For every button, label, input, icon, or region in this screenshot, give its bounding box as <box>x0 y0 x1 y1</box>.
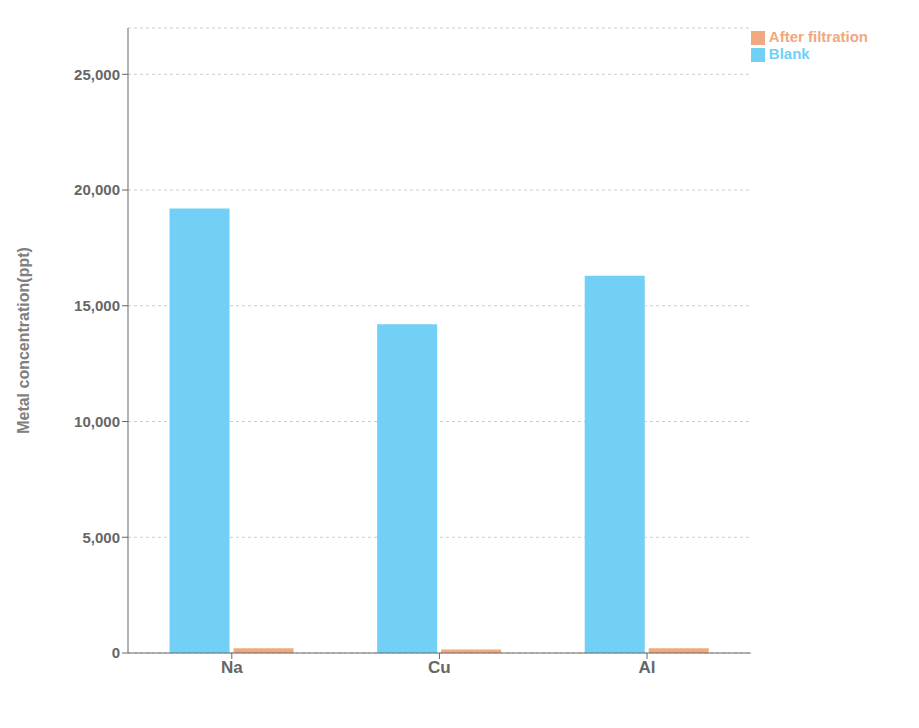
svg-text:Al: Al <box>639 658 656 677</box>
html-text:After filtration: After filtration <box>768 28 868 45</box>
svg-text:5,000: 5,000 <box>82 529 120 546</box>
svg-text:Cu: Cu <box>428 658 451 677</box>
svg-text:20,000: 20,000 <box>74 181 120 198</box>
svg-text:25,000: 25,000 <box>74 66 120 83</box>
svg-text:10,000: 10,000 <box>74 413 120 430</box>
html-text:Blank: Blank <box>768 45 810 62</box>
svg-text:Metal concentration(ppt): Metal concentration(ppt) <box>15 247 32 434</box>
svg-text:0: 0 <box>112 644 120 661</box>
svg-text:Na: Na <box>221 658 243 677</box>
svg-text:15,000: 15,000 <box>74 297 120 314</box>
